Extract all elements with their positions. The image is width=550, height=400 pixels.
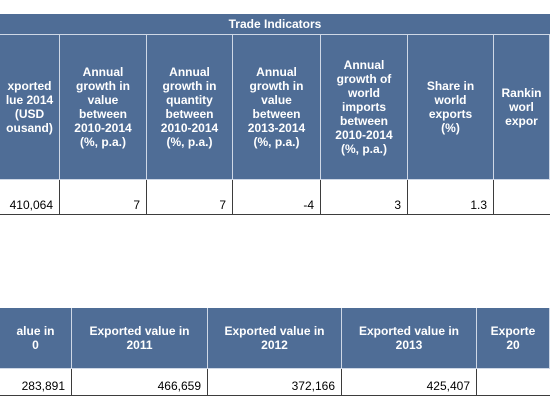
header-exported-value-2012: Exported value in 2012 — [208, 308, 342, 369]
cell-exported-value-2012: 372,166 — [208, 369, 342, 396]
header-share-world-exports: Share in world exports (%) — [408, 35, 494, 180]
header-growth-value-2013-2014: Annual growth in value between 2013-2014… — [233, 35, 321, 180]
cell-exported-value-2010: 283,891 — [0, 369, 72, 396]
header-exported-value-2013: Exported value in 2013 — [342, 308, 477, 369]
cell-ranking-world-exports — [494, 180, 550, 215]
trade-indicators-title: Trade Indicators — [0, 14, 550, 35]
header-growth-value-2010-2014: Annual growth in value between 2010-2014… — [60, 35, 147, 180]
header-ranking-world-exports: Rankin worl expor — [494, 35, 550, 180]
header-exported-value-2014b: Exporte 20 — [477, 308, 550, 369]
cell-exported-value-2011: 466,659 — [72, 369, 208, 396]
cell-share-world-exports: 1.3 — [408, 180, 494, 215]
header-exported-value-2010: alue in 0 — [0, 308, 72, 369]
header-growth-world-imports: Annual growth of world imports between 2… — [321, 35, 408, 180]
cell-growth-world-imports: 3 — [321, 180, 408, 215]
cell-growth-quantity-2010-2014: 7 — [147, 180, 233, 215]
header-growth-quantity-2010-2014: Annual growth in quantity between 2010-2… — [147, 35, 233, 180]
cell-growth-value-2010-2014: 7 — [60, 180, 147, 215]
cell-exported-value-2014b — [477, 369, 550, 396]
cell-growth-value-2013-2014: -4 — [233, 180, 321, 215]
cell-exported-value-2013: 425,407 — [342, 369, 477, 396]
cell-exported-value-2014: 410,064 — [0, 180, 60, 215]
header-exported-value-2011: Exported value in 2011 — [72, 308, 208, 369]
header-exported-value-2014: xported lue 2014 (USD ousand) — [0, 35, 60, 180]
